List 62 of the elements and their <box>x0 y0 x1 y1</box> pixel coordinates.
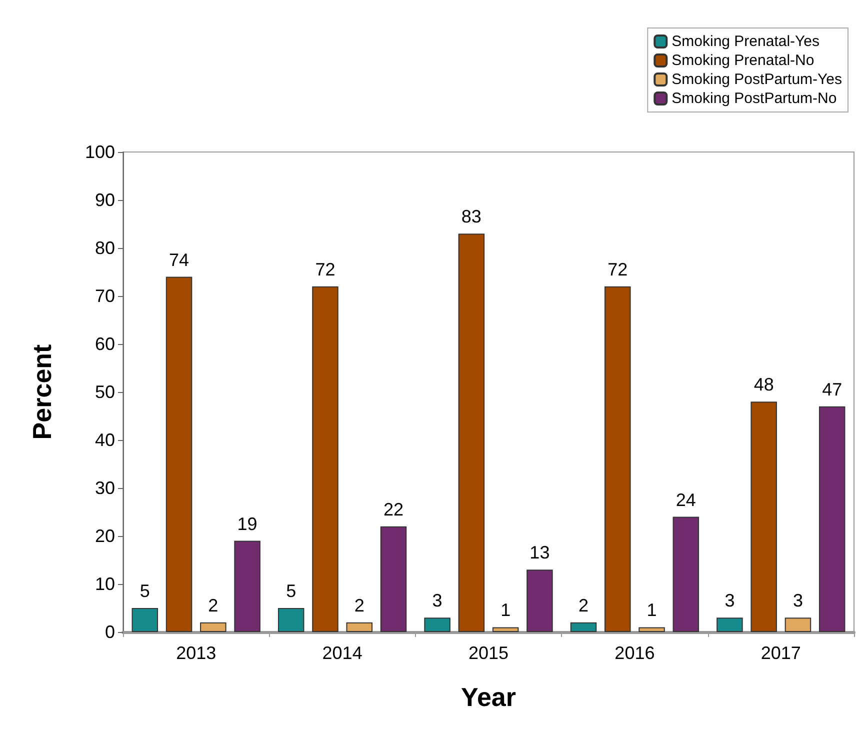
bar <box>424 618 450 632</box>
data-label: 74 <box>169 250 190 270</box>
data-label: 1 <box>500 600 511 620</box>
bar <box>166 276 192 632</box>
x-tick-label: 2016 <box>614 643 655 663</box>
bar <box>672 516 700 632</box>
data-label: 2 <box>354 595 364 616</box>
y-axis-title: Percent <box>27 344 57 440</box>
y-tick-label: 70 <box>94 286 115 306</box>
bar <box>604 286 631 632</box>
bar <box>492 627 519 632</box>
y-tick-label: 30 <box>94 478 115 498</box>
x-tick-label: 2017 <box>760 643 801 663</box>
x-axis-title: Year <box>461 682 516 712</box>
bar <box>132 608 158 632</box>
bar <box>716 618 743 632</box>
y-tick-label: 100 <box>84 142 115 162</box>
data-label: 3 <box>724 590 735 611</box>
y-tick-label: 90 <box>94 190 115 210</box>
y-tick-label: 50 <box>94 382 115 402</box>
bar <box>346 622 372 632</box>
legend-label: Smoking Prenatal-No <box>672 52 814 69</box>
legend-label: Smoking Prenatal-Yes <box>672 33 820 50</box>
data-label: 22 <box>383 499 404 520</box>
x-tick-label: 2014 <box>322 643 362 663</box>
bar <box>200 622 226 632</box>
data-label: 48 <box>754 374 774 395</box>
data-label: 5 <box>140 581 150 601</box>
bar <box>312 286 338 632</box>
bar <box>750 402 777 632</box>
bar <box>570 622 597 632</box>
legend-label: Smoking PostPartum-Yes <box>672 71 842 88</box>
bar <box>526 570 553 632</box>
data-label: 3 <box>432 590 442 611</box>
y-tick-label: 60 <box>94 334 115 354</box>
data-label: 13 <box>530 542 550 563</box>
bar <box>818 406 846 632</box>
y-tick-label: 0 <box>104 622 115 642</box>
legend-label: Smoking PostPartum-No <box>672 90 837 107</box>
bar <box>380 526 407 632</box>
data-label: 5 <box>286 581 296 601</box>
bar <box>784 618 812 632</box>
y-tick-label: 10 <box>94 574 115 594</box>
bar <box>278 608 304 632</box>
data-label: 72 <box>608 259 628 280</box>
data-label: 24 <box>676 490 696 510</box>
data-label: 47 <box>822 379 842 400</box>
bar <box>638 627 665 632</box>
bar <box>234 540 260 632</box>
y-tick-label: 20 <box>94 526 115 546</box>
data-label: 1 <box>646 600 657 620</box>
data-label: 19 <box>237 514 258 534</box>
data-label: 72 <box>315 259 336 280</box>
data-label: 83 <box>461 206 482 227</box>
bar <box>458 234 485 632</box>
y-tick-label: 80 <box>94 238 115 258</box>
data-label: 3 <box>792 590 803 611</box>
y-tick-label: 40 <box>94 430 115 450</box>
data-label: 2 <box>208 595 218 616</box>
x-tick-label: 2015 <box>468 643 509 663</box>
x-tick-label: 2013 <box>176 643 216 663</box>
data-label: 2 <box>578 595 589 616</box>
